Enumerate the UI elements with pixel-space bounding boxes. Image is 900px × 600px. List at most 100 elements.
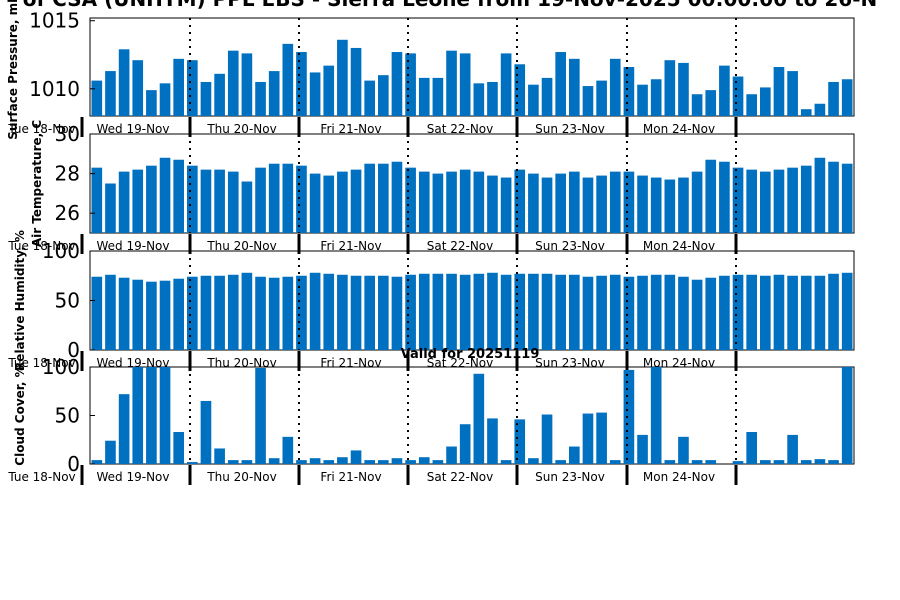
y-tick-label: 26 [55,201,80,225]
panel-3-bar [500,274,512,350]
panel-2-bar [187,165,198,233]
panel-4-bar [596,412,607,464]
panel-3-bar [337,274,348,350]
panel-1-bar [814,103,826,116]
panel-3-bar [800,275,812,350]
panel-1-bar [760,87,771,116]
panel-3-bar [405,274,416,350]
panel-1-bar [378,75,389,116]
panel-2-bar [760,171,771,233]
y-tick-label: 1015 [29,9,80,33]
panel-4-bar [555,460,566,464]
panel-3-bar [118,277,130,350]
panel-1-bar [637,84,648,116]
panel-2-bar [650,177,662,233]
panel-3-bar [418,273,430,350]
panel-2-bar [746,169,757,233]
panel-2-bar [541,177,553,233]
y-tick-label: 1010 [29,77,80,101]
panel-1-bar [227,50,239,116]
panel-4-bar [487,418,498,464]
panel-2-bar [528,173,539,233]
panel-4-bar [691,460,703,464]
panel-4-bar [637,434,648,464]
panel-3-bar [227,274,239,350]
y-tick-label: 0 [67,452,80,476]
panel-3-bar [364,275,375,350]
panel-1-bar [118,49,130,117]
panel-4-bar [446,446,457,464]
panel-4-bar [364,460,375,464]
panel-4-bar [309,458,321,464]
panel-3-bar [159,280,171,350]
x-tick-label: Sun 23-Nov [535,356,605,370]
panel-3-bar [91,276,103,350]
panel-3-bar [746,274,757,350]
panel-2-bar [118,171,130,233]
panel-1-bar [841,79,853,116]
x-tick-label: Mon 24-Nov [643,239,715,253]
panel-1-bar [678,62,689,116]
panel-2-bar [91,167,103,233]
panel-3-bar [309,272,321,350]
panel-4-bar [105,440,116,464]
panel-2-bar [268,163,280,233]
panel-1-bar [650,79,662,116]
panel-2-bar [227,171,239,233]
panel-1-bar [132,60,144,116]
panel-4-bar [268,458,280,464]
panel-2-bar [828,161,839,233]
panel-3-bar [814,275,826,350]
panel-2-bar [678,177,689,233]
panel-2-bar [309,173,321,233]
panel-4-bar [459,424,471,464]
panel-3-bar [541,273,553,350]
panel-4-bar [582,413,594,464]
x-tick-label: Sat 22-Nov [427,470,494,484]
panel-3-bar [105,274,116,350]
panel-1-bar [432,77,444,116]
panel-4-bar [473,373,485,464]
panel-3-bar [173,278,184,350]
y-tick-label: 100 [42,355,80,379]
panel-2-bar [405,167,416,233]
panel-3-bar [378,275,389,350]
panel-1-bar [746,94,757,116]
panel-3-bar [268,277,280,350]
panel-2-bar [814,157,826,233]
x-tick-label: Thu 20-Nov [206,356,276,370]
panel-1-bar [691,94,703,116]
panel-3-bar [582,276,594,350]
panel-4-bar [787,434,798,464]
x-tick-label: Mon 24-Nov [643,470,715,484]
panel-2-bar [582,177,594,233]
panel-2-bar [173,159,184,233]
panel-3-bar [432,273,444,350]
panel-1-bar [555,52,566,116]
panel-3-bar [569,274,580,350]
panel-3-bar [650,274,662,350]
panel-1-bar [719,65,730,116]
panel-2-bar [787,167,798,233]
panel-1-bar [828,81,839,116]
panel-2-bar [323,175,335,233]
panel-1-bar [541,77,553,116]
panel-2-bar [459,169,471,233]
panel-1-bar [609,58,621,116]
x-tick-label: Mon 24-Nov [643,122,715,136]
panel-4-bar [664,460,676,464]
panel-4-bar [214,448,225,464]
panel-3-bar [678,276,689,350]
panel-3-bar [187,276,198,350]
panel-1-bar [569,58,580,116]
panel-4-bar [391,458,403,464]
panel-4-bar [91,460,103,464]
panel-4-bar [296,460,307,464]
panel-3-bar [528,273,539,350]
panel-2-bar [364,163,375,233]
panel-2-bar [487,175,498,233]
panel-4-bar [187,462,198,464]
panel-4-bar [514,419,526,464]
panel-1-bar [800,109,812,116]
panel-1-bar [296,52,307,116]
